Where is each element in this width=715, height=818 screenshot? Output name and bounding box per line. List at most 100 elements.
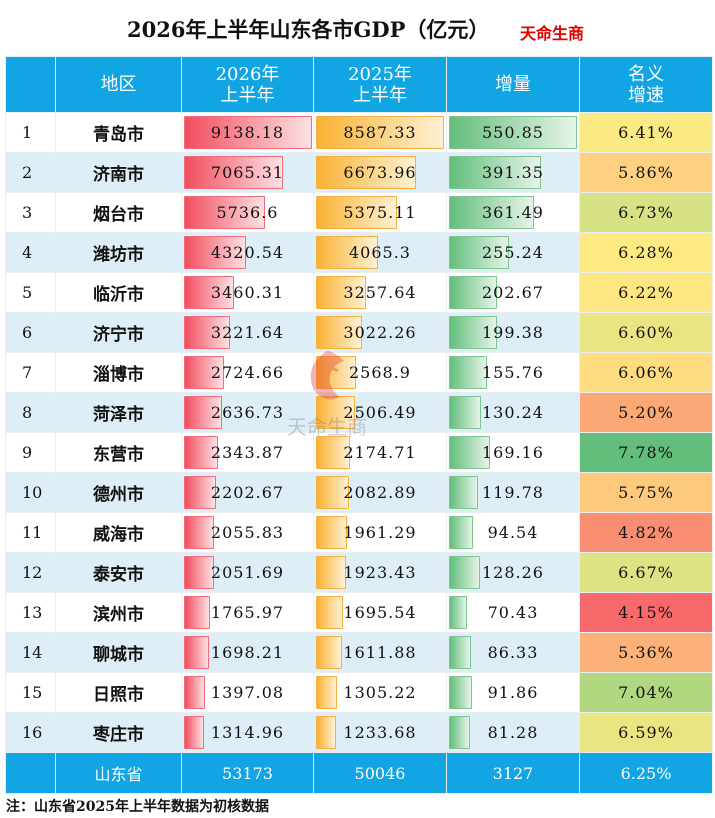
table-row: 12 泰安市 2051.69 1923.43 128.26 6.67% [5, 552, 713, 593]
table-row: 5 临沂市 3460.31 3257.64 202.67 6.22% [5, 272, 713, 313]
cell-gdp2025-value: 1611.88 [343, 643, 417, 662]
cell-gdp2026: 1765.97 [181, 592, 314, 633]
cell-gdp2026-bar [184, 596, 210, 629]
cell-gdp2025-bar [316, 676, 337, 709]
cell-increase-value: 550.85 [482, 123, 544, 142]
cell-gdp2025-bar [316, 516, 347, 549]
cell-rate: 6.41% [579, 112, 713, 153]
cell-region: 枣庄市 [55, 712, 182, 753]
cell-increase-bar [449, 516, 473, 549]
table-row: 3 烟台市 5736.6 5375.11 361.49 6.73% [5, 192, 713, 233]
cell-gdp2026-value: 1397.08 [210, 683, 285, 702]
cell-gdp2025-value: 3257.64 [343, 283, 417, 302]
cell-region: 日照市 [55, 672, 182, 713]
header-region: 地区 [55, 56, 182, 113]
cell-gdp2026-value: 2055.83 [210, 523, 285, 542]
cell-gdp2026-bar [184, 156, 283, 189]
cell-gdp2025-bar [316, 636, 342, 669]
total-rank [5, 752, 56, 794]
cell-gdp2026: 2051.69 [181, 552, 314, 593]
cell-gdp2026-value: 7065.31 [210, 163, 285, 182]
cell-gdp2026-value: 4320.54 [210, 243, 285, 262]
cell-increase-bar [449, 236, 509, 269]
cell-increase: 169.16 [446, 432, 580, 473]
cell-gdp2025-bar [316, 356, 356, 389]
cell-gdp2026: 3460.31 [181, 272, 314, 313]
table-row: 13 滨州市 1765.97 1695.54 70.43 4.15% [5, 592, 713, 633]
table-row: 2 济南市 7065.31 6673.96 391.35 5.86% [5, 152, 713, 193]
cell-gdp2026-bar [184, 116, 312, 149]
cell-increase-bar [449, 676, 472, 709]
header-2026-line1: 2026年 [215, 63, 280, 85]
cell-gdp2026: 2055.83 [181, 512, 314, 553]
cell-increase: 119.78 [446, 472, 580, 513]
cell-increase-value: 391.35 [482, 163, 544, 182]
cell-increase-value: 255.24 [482, 243, 544, 262]
cell-increase-bar [449, 476, 478, 509]
total-row: 山东省 53173 50046 3127 6.25% [5, 752, 713, 794]
cell-gdp2025-bar [316, 476, 349, 509]
table-body: 1 青岛市 9138.18 8587.33 550.85 6.41% 2 济南市 7065.31… [5, 112, 713, 753]
cell-region: 烟台市 [55, 192, 182, 233]
cell-region: 德州市 [55, 472, 182, 513]
cell-gdp2025-bar [316, 556, 346, 589]
cell-increase: 391.35 [446, 152, 580, 193]
cell-increase: 199.38 [446, 312, 580, 353]
cell-gdp2025-value: 2082.89 [343, 483, 417, 502]
total-gdp2026: 53173 [181, 752, 314, 794]
cell-gdp2026-bar [184, 316, 230, 349]
cell-gdp2026-value: 2343.87 [210, 443, 285, 462]
cell-gdp2025: 3257.64 [313, 272, 447, 313]
cell-increase-bar [449, 436, 490, 469]
table-row: 14 聊城市 1698.21 1611.88 86.33 5.36% [5, 632, 713, 673]
cell-gdp2026-value: 1765.97 [210, 603, 285, 622]
cell-gdp2026-bar [184, 716, 204, 749]
table-row: 11 威海市 2055.83 1961.29 94.54 4.82% [5, 512, 713, 553]
cell-gdp2025-bar [316, 116, 444, 149]
gdp-table: 地区 2026年 上半年 2025年 上半年 增量 名义 增速 1 青岛市 9138.18… [5, 56, 713, 794]
cell-rank: 12 [5, 552, 56, 593]
cell-increase-bar [449, 316, 497, 349]
cell-gdp2025: 1233.68 [313, 712, 447, 753]
cell-rank: 8 [5, 392, 56, 433]
cell-rate: 6.73% [579, 192, 713, 233]
cell-gdp2025-bar [316, 156, 416, 189]
cell-gdp2026-bar [184, 196, 265, 229]
cell-gdp2026: 1397.08 [181, 672, 314, 713]
cell-rank: 13 [5, 592, 56, 633]
cell-gdp2025-bar [316, 236, 378, 269]
cell-gdp2026: 4320.54 [181, 232, 314, 273]
cell-increase-bar [449, 196, 534, 229]
cell-gdp2026: 5736.6 [181, 192, 314, 233]
cell-gdp2025-value: 3022.26 [343, 323, 417, 342]
cell-region: 威海市 [55, 512, 182, 553]
cell-gdp2026-bar [184, 476, 216, 509]
cell-gdp2026-bar [184, 636, 209, 669]
cell-gdp2025: 4065.3 [313, 232, 447, 273]
cell-rank: 6 [5, 312, 56, 353]
table-row: 8 菏泽市 2636.73 2506.49 130.24 5.20% [5, 392, 713, 433]
cell-increase-value: 119.78 [482, 483, 544, 502]
cell-gdp2025-bar [316, 316, 362, 349]
cell-gdp2026-bar [184, 516, 214, 549]
cell-increase-value: 86.33 [487, 643, 539, 662]
cell-gdp2026-bar [184, 676, 205, 709]
cell-gdp2026-value: 2051.69 [210, 563, 285, 582]
total-rate: 6.25% [579, 752, 713, 794]
cell-gdp2025-bar [316, 716, 336, 749]
cell-gdp2025: 2506.49 [313, 392, 447, 433]
header-rate-line1: 名义 [628, 63, 664, 85]
total-region: 山东省 [55, 752, 182, 794]
cell-increase-bar [449, 556, 480, 589]
total-increase: 3127 [446, 752, 580, 794]
cell-gdp2025: 5375.11 [313, 192, 447, 233]
cell-gdp2026: 2636.73 [181, 392, 314, 433]
cell-increase-value: 169.16 [482, 443, 544, 462]
cell-increase-bar [449, 276, 497, 309]
cell-gdp2026: 2724.66 [181, 352, 314, 393]
title-row: 2026年上半年山东各市GDP（亿元） 天命生商 [0, 0, 715, 56]
cell-gdp2025-bar [316, 196, 397, 229]
header-rank [5, 56, 56, 113]
cell-region: 潍坊市 [55, 232, 182, 273]
cell-rate: 6.28% [579, 232, 713, 273]
